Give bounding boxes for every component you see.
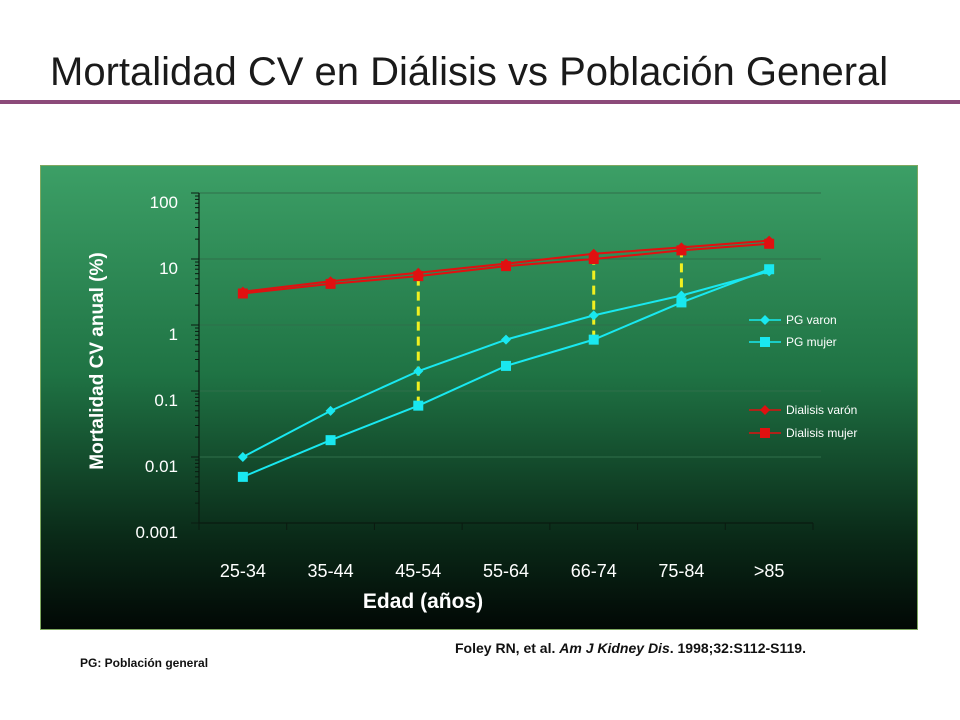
slide-title: Mortalidad CV en Diálisis vs Población G…: [50, 50, 889, 94]
data-point: [764, 238, 775, 249]
data-point: [413, 366, 424, 377]
citation-details: . 1998;32:S112-S119.: [669, 640, 806, 656]
y-tick-label: 100: [150, 193, 178, 212]
x-tick-label: 35-44: [308, 561, 354, 581]
x-tick-label: 55-64: [483, 561, 529, 581]
x-tick-label: 75-84: [658, 561, 704, 581]
data-point: [676, 297, 687, 308]
y-tick-label: 10: [159, 259, 178, 278]
data-point: [237, 471, 248, 482]
data-point: [413, 271, 424, 282]
chart-svg: 100 10 1 0.1 0.01 0.001 25-34 35-44 45-54 55-64 66…: [87, 192, 857, 613]
data-point: [325, 435, 336, 446]
footnote: PG: Población general: [80, 656, 209, 670]
legend-marker: [760, 315, 770, 325]
title-underline: [0, 100, 960, 104]
y-tick-label: 0.01: [145, 457, 178, 476]
data-point: [764, 264, 775, 275]
data-point: [588, 334, 599, 345]
data-point: [588, 310, 599, 321]
x-tick-label: 45-54: [395, 561, 441, 581]
data-point: [237, 288, 248, 299]
data-point: [501, 360, 511, 371]
data-point: [588, 248, 599, 259]
y-tick-label: 1: [169, 325, 178, 344]
x-axis-title: Edad (años): [363, 590, 483, 613]
data-point: [676, 245, 687, 256]
y-tick-label: 0.1: [154, 391, 178, 410]
legend-marker: [760, 405, 770, 415]
series-line: [242, 268, 770, 478]
data-point: [325, 278, 336, 289]
legend-label: Dialisis varón: [786, 403, 857, 417]
data-point: [237, 452, 248, 462]
data-point: [501, 261, 511, 272]
x-tick-label: 66-74: [571, 561, 617, 581]
chart-panel: 100 10 1 0.1 0.01 0.001 25-34 35-44 45-54 55-64 66…: [40, 165, 918, 630]
y-tick-label: 0.001: [135, 523, 178, 542]
data-point: [413, 400, 424, 411]
data-point: [325, 405, 336, 416]
legend-label: PG mujer: [786, 335, 837, 349]
legend-marker: [760, 428, 770, 438]
citation: Foley RN, et al. Am J Kidney Dis. 1998;3…: [455, 640, 806, 656]
citation-journal: Am J Kidney Dis: [559, 640, 670, 656]
x-tick-label: 25-34: [220, 561, 266, 581]
legend-marker: [760, 337, 770, 347]
data-point: [501, 334, 511, 345]
legend-label: Dialisis mujer: [786, 426, 857, 440]
x-tick-label: >85: [754, 561, 785, 581]
legend-label: PG varon: [786, 313, 837, 327]
y-axis-title: Mortalidad CV anual (%): [87, 252, 108, 469]
citation-authors: Foley RN, et al.: [455, 640, 560, 656]
data-point: [588, 254, 599, 264]
